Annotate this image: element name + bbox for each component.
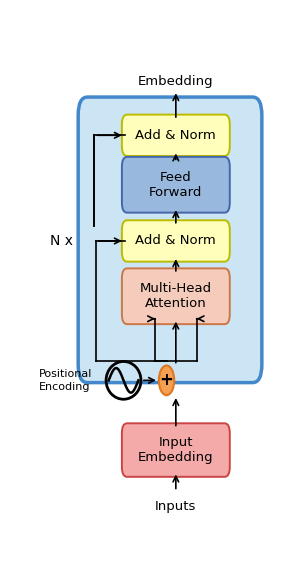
FancyBboxPatch shape bbox=[122, 269, 230, 324]
Text: Add & Norm: Add & Norm bbox=[136, 129, 216, 142]
Text: Multi-Head
Attention: Multi-Head Attention bbox=[140, 282, 212, 310]
FancyBboxPatch shape bbox=[122, 423, 230, 477]
FancyBboxPatch shape bbox=[122, 157, 230, 213]
FancyBboxPatch shape bbox=[122, 114, 230, 156]
Text: Input
Embedding: Input Embedding bbox=[138, 436, 214, 464]
Text: N x: N x bbox=[50, 234, 73, 248]
FancyBboxPatch shape bbox=[78, 97, 262, 383]
FancyBboxPatch shape bbox=[122, 220, 230, 262]
Text: Add & Norm: Add & Norm bbox=[136, 234, 216, 248]
Text: Positional
Encoding: Positional Encoding bbox=[39, 369, 92, 391]
Text: Feed
Forward: Feed Forward bbox=[149, 171, 202, 199]
Text: +: + bbox=[160, 371, 173, 390]
Text: Inputs: Inputs bbox=[155, 500, 196, 513]
Circle shape bbox=[159, 366, 174, 395]
Text: Embedding: Embedding bbox=[138, 75, 214, 88]
